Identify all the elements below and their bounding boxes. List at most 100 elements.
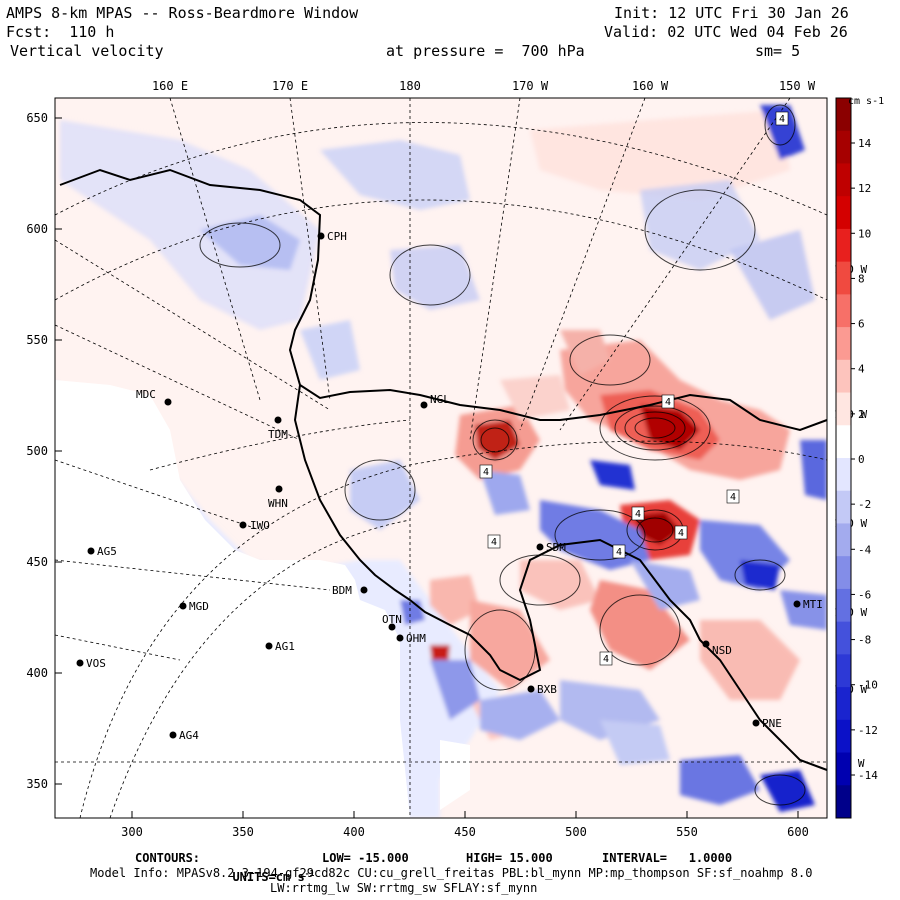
x-tick-600: 600 (787, 825, 809, 839)
colorbar-tick-label: -2 (858, 498, 871, 511)
station-mti: MTI (793, 598, 823, 611)
colorbar-swatch (836, 785, 851, 819)
station-ag4: AG4 (169, 729, 199, 742)
colorbar-tick-label: 8 (858, 272, 865, 285)
colorbar-swatch (836, 163, 851, 197)
station-pne: PNE (752, 717, 782, 730)
svg-text:OTN: OTN (382, 613, 402, 626)
colorbar-tick-label: 6 (858, 318, 865, 331)
colorbar-unit: cm s-1 (848, 96, 884, 107)
svg-text:NGL: NGL (430, 393, 450, 406)
lon-label-180: 180 (399, 79, 421, 93)
station-vos: VOS (76, 657, 106, 670)
contour-label: 4 (730, 492, 736, 503)
colorbar-swatch (836, 98, 851, 132)
station-otn: OTN (382, 613, 402, 631)
svg-text:WHN: WHN (268, 497, 288, 510)
svg-text:AG5: AG5 (97, 545, 117, 558)
colorbar-tick-label: -4 (858, 543, 872, 556)
colorbar-tick-label: -10 (858, 679, 878, 692)
station-whn: WHN (268, 485, 288, 510)
colorbar-swatch (836, 228, 851, 263)
map-frame (54, 97, 828, 819)
lon-label-150w: 150 W (779, 79, 816, 93)
colorbar-tick-label: 12 (858, 182, 871, 195)
station-mdc: MDC (136, 388, 172, 406)
low-value: LOW= -15.000 (322, 851, 409, 865)
svg-text:MGD: MGD (189, 600, 209, 613)
contour-label: 4 (678, 528, 684, 539)
forecast-hour: Fcst: 110 h (6, 23, 115, 41)
svg-text:MDC: MDC (136, 388, 156, 401)
units-text: UNITS=cm s (232, 870, 305, 884)
y-tick-marks (55, 117, 799, 818)
x-tick-350: 350 (232, 825, 254, 839)
colorbar-swatch (836, 327, 851, 361)
contour-lines (199, 104, 806, 806)
x-tick-500: 500 (565, 825, 587, 839)
station-tdm: TDM (268, 416, 288, 441)
svg-text:BDM: BDM (332, 584, 352, 597)
colorbar-swatch (836, 196, 851, 230)
units-label: UNITS=cm s-1 (218, 850, 314, 885)
contour-label: 4 (665, 397, 671, 408)
pressure-level: at pressure = 700 hPa (386, 42, 585, 60)
svg-text:IWO: IWO (250, 519, 270, 532)
contour-label: 4 (483, 467, 489, 478)
colorbar-frame (835, 97, 852, 819)
lon-label-170e: 170 E (272, 79, 308, 93)
model-info-physics: LW:rrtmg_lw SW:rrtmg_sw SFLAY:sf_mynn (270, 881, 538, 895)
station-iwo: IWO (239, 519, 270, 532)
x-tick-400: 400 (343, 825, 365, 839)
x-tick-450: 450 (454, 825, 476, 839)
station-ohm: OHM (396, 632, 426, 645)
colorbar-swatch (836, 752, 851, 786)
colorbar-swatch (836, 458, 851, 492)
colorbar-tick-label: -14 (858, 769, 878, 782)
colorbar (835, 97, 852, 819)
init-time: Init: 12 UTC Fri 30 Jan 26 (614, 4, 849, 22)
svg-text:VOS: VOS (86, 657, 106, 670)
high-value: HIGH= 15.000 (466, 851, 553, 865)
y-tick-650: 650 (26, 111, 48, 125)
svg-text:OHM: OHM (406, 632, 426, 645)
svg-text:CPH: CPH (327, 230, 347, 243)
x-tick-550: 550 (676, 825, 698, 839)
station-ag5: AG5 (87, 545, 117, 558)
colorbar-tick-labels: 14 12 10 8 6 4 2 0 -2 -4 -6 -8 -10 -12 -14 (851, 137, 878, 782)
interval-value: INTERVAL= 1.0000 (602, 851, 733, 865)
top-longitude-labels: 160 E 170 E 180 170 W 160 W 150 W (152, 79, 816, 93)
variable-name: Vertical velocity (10, 42, 164, 60)
contours-label: CONTOURS: (135, 851, 201, 865)
y-tick-400: 400 (26, 666, 48, 680)
colorbar-swatch (836, 392, 851, 426)
map-title: AMPS 8-km MPAS -- Ross-Beardmore Window (6, 4, 359, 22)
colorbar-swatch (836, 359, 851, 394)
colorbar-swatch (836, 425, 851, 459)
y-tick-350: 350 (26, 777, 48, 791)
colorbar-swatch (836, 130, 851, 164)
colorbar-swatch (836, 621, 851, 655)
station-sdm: SDM (536, 541, 566, 554)
below-ground-area (55, 380, 410, 818)
y-tick-450: 450 (26, 555, 48, 569)
svg-text:BXB: BXB (537, 683, 557, 696)
colorbar-swatch (836, 588, 851, 623)
svg-text:AG4: AG4 (179, 729, 199, 742)
colorbar-tick-label: 2 (858, 408, 865, 421)
lon-label-160e: 160 E (152, 79, 188, 93)
valid-time: Valid: 02 UTC Wed 04 Feb 26 (604, 23, 848, 41)
station-markers: CPH NGL MDC TDM WHN IWO AG5 BDM MGD OTN … (76, 230, 823, 742)
svg-text:PNE: PNE (762, 717, 782, 730)
svg-text:NSD: NSD (712, 644, 732, 657)
colorbar-swatch (836, 719, 851, 754)
svg-text:MTI: MTI (803, 598, 823, 611)
y-axis: 650 600 550 500 450 400 350 (26, 111, 48, 791)
station-ag1: AG1 (265, 640, 295, 653)
contour-label: 4 (603, 654, 609, 665)
colorbar-tick-label: -6 (858, 588, 871, 601)
station-cph: CPH (317, 230, 347, 243)
contour-label: 4 (779, 114, 785, 125)
lon-label-170w: 170 W (512, 79, 549, 93)
